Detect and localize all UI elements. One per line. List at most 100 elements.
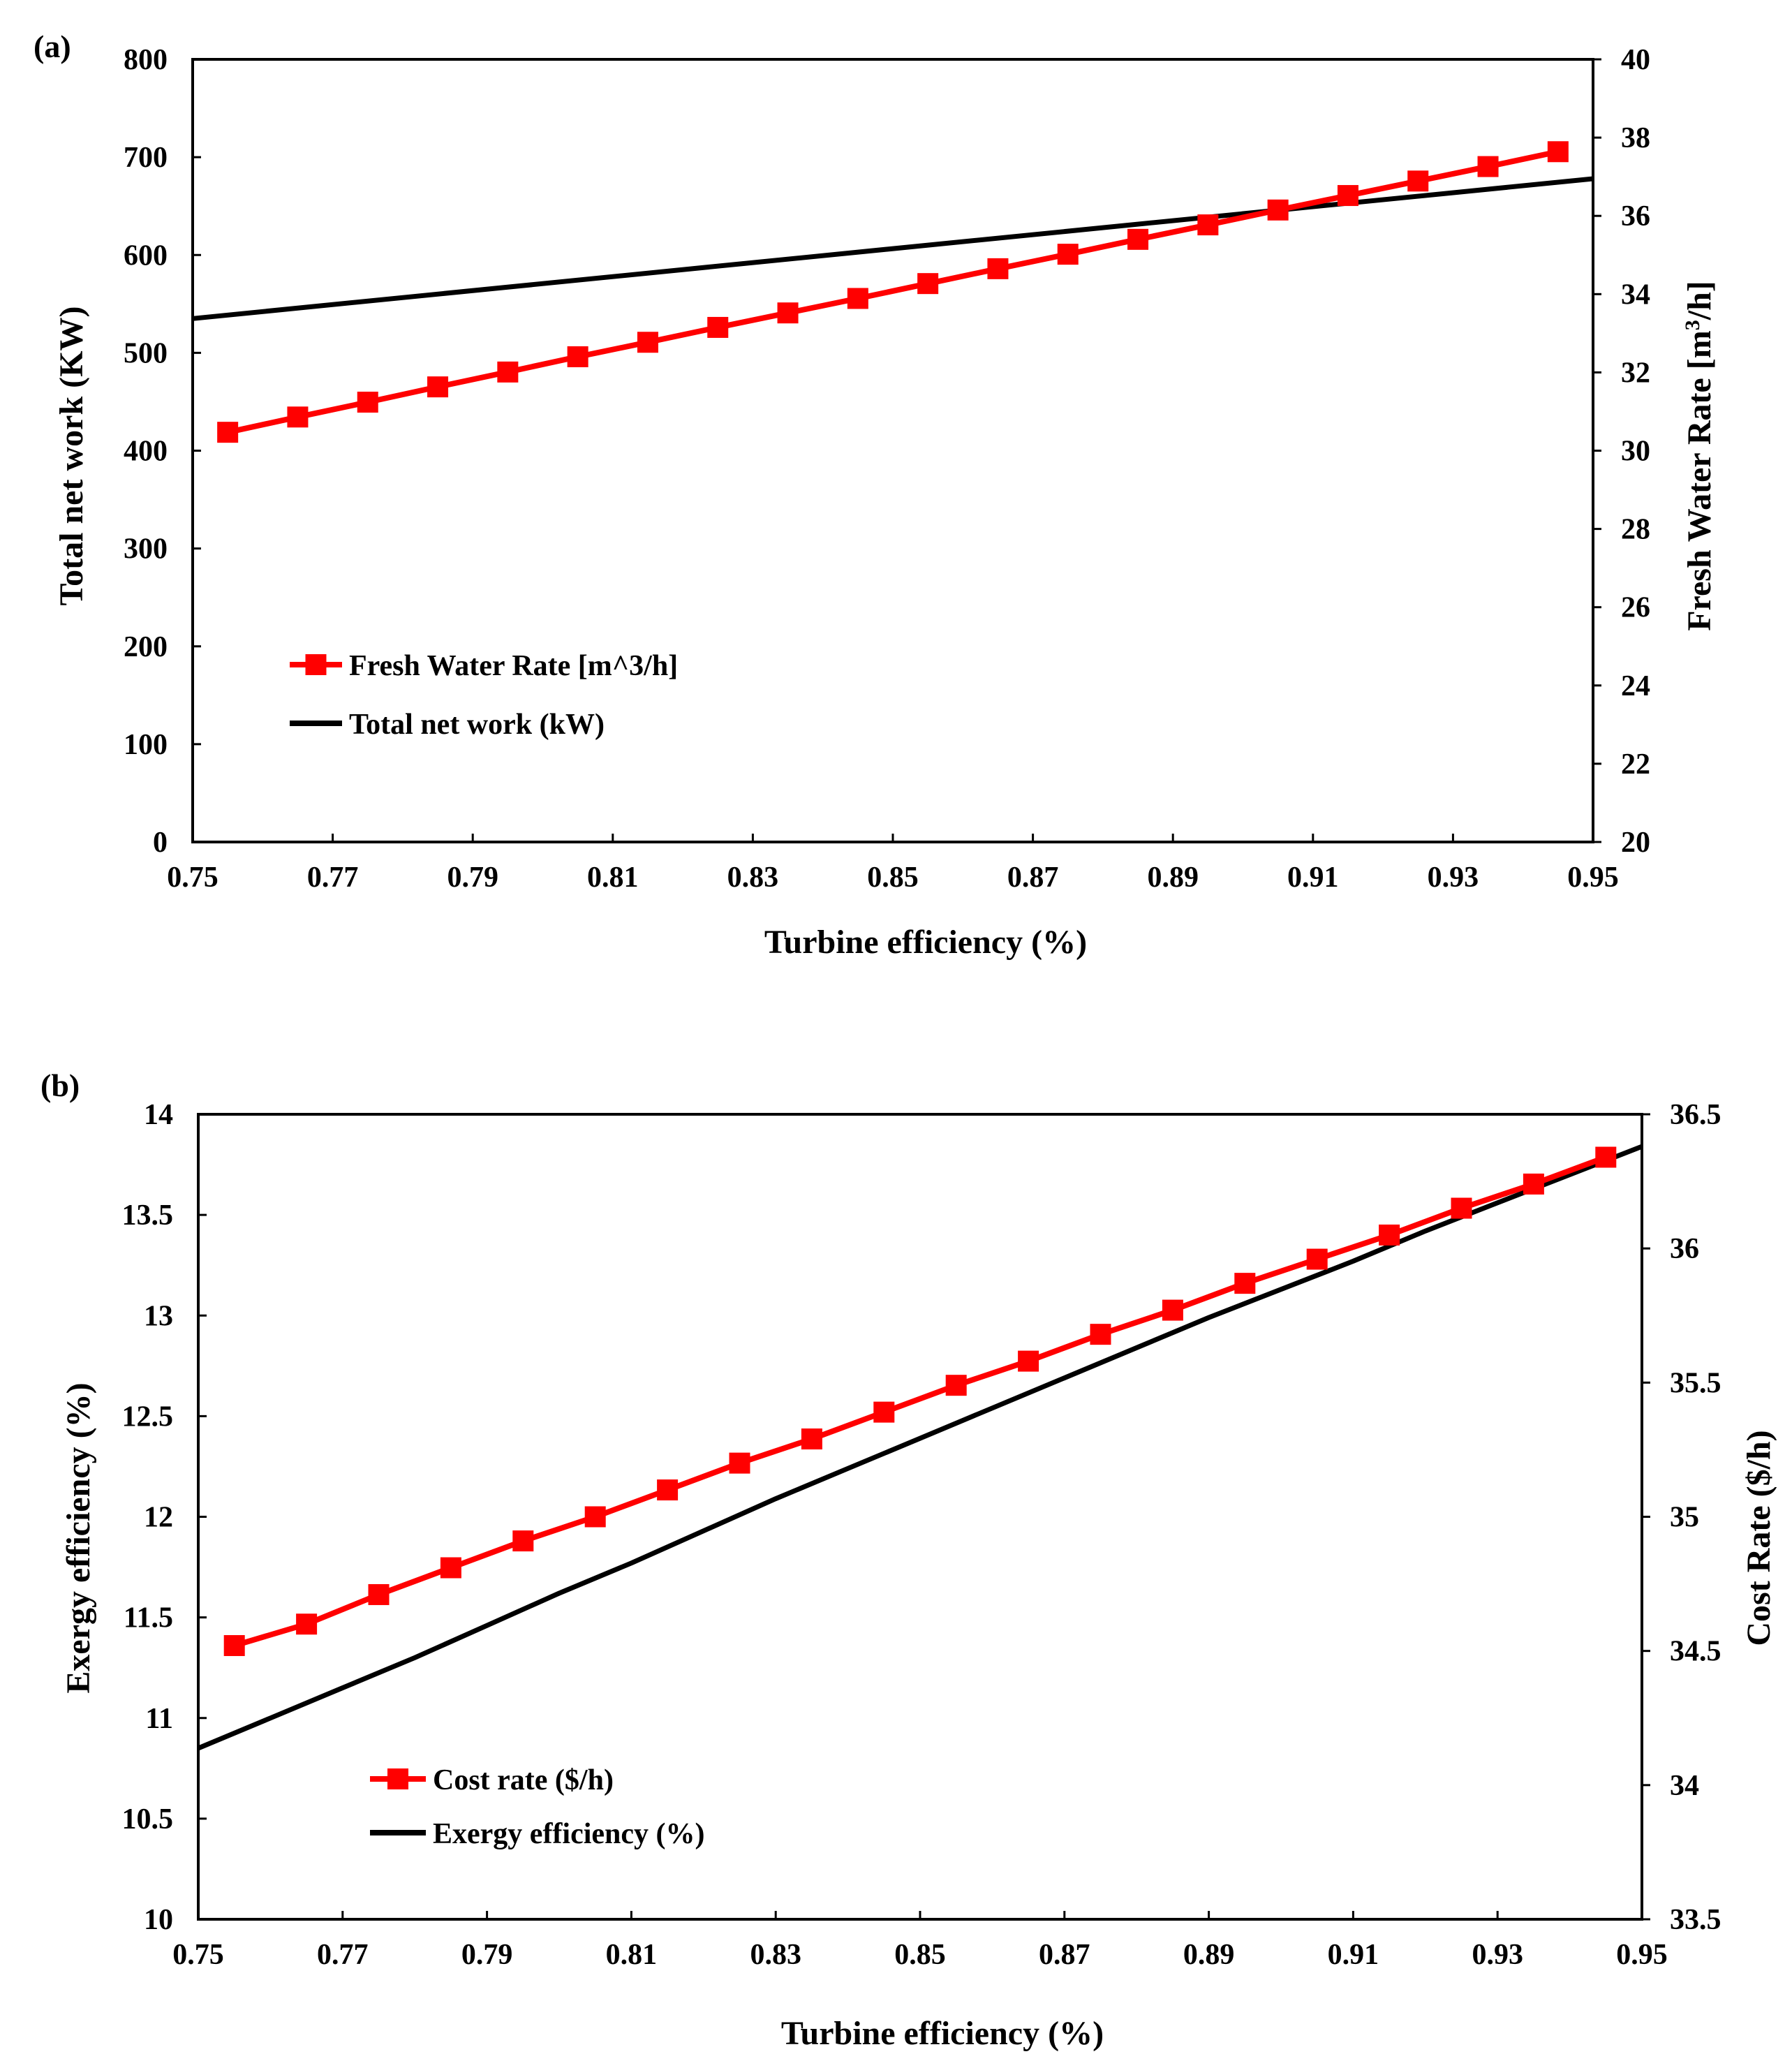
- data-point-marker: [657, 1479, 679, 1501]
- y-left-tick-label: 14: [144, 1099, 173, 1131]
- x-tick-label: 0.95: [1616, 1939, 1668, 1971]
- y-left-tick-label: 600: [124, 239, 168, 272]
- panel-b-label: (b): [40, 1068, 80, 1103]
- data-point-marker: [1595, 1146, 1617, 1168]
- y-right-tick-label: 32: [1621, 357, 1650, 389]
- panel-b: (b) 0.75 0.77 0.79 0.81 0.83 0.85 0.87 0.89 0.91…: [40, 1068, 1777, 2052]
- panel-a-y-axis-label-right: Fresh Water Rate [m3/h]: [1681, 281, 1718, 631]
- data-point-marker: [729, 1452, 750, 1474]
- data-point-marker: [368, 1583, 390, 1605]
- data-point-marker: [847, 288, 868, 309]
- y-right-tick-label: 36: [1621, 200, 1650, 232]
- panel-a-x-axis-label: Turbine efficiency (%): [764, 924, 1087, 961]
- y-right-tick-label: 26: [1621, 592, 1650, 624]
- legend-marker: [387, 1768, 408, 1789]
- series-line-exergy-efficiency: [197, 1144, 1643, 1751]
- x-tick-label: 0.79: [447, 862, 498, 894]
- y-right-tick-label: 34.5: [1670, 1636, 1721, 1668]
- x-tick-label: 0.75: [172, 1939, 224, 1971]
- y-left-tick-label: 700: [124, 142, 168, 174]
- data-point-marker: [1018, 1350, 1039, 1372]
- x-tick-label: 0.95: [1567, 862, 1619, 894]
- x-tick-label: 0.87: [1007, 862, 1059, 894]
- x-tick-label: 0.75: [167, 862, 219, 894]
- x-tick-label: 0.77: [317, 1939, 369, 1971]
- y-right-tick-label: 24: [1621, 670, 1650, 702]
- y-right-tick-label: 22: [1621, 748, 1650, 781]
- data-point-marker: [1090, 1324, 1111, 1345]
- y-left-tick-label: 200: [124, 631, 168, 663]
- panel-a: (a) 0.75 0.77 0.79 0.81 0.83 0.85 0.87 0.89 0.91…: [34, 29, 1718, 961]
- x-tick-label: 0.91: [1287, 862, 1339, 894]
- series-line-fresh-water-rate-m-3-h: [227, 149, 1559, 436]
- y-right-tick-label: 30: [1621, 436, 1650, 468]
- data-point-marker: [567, 346, 588, 367]
- y-right-tick-label: 34: [1670, 1770, 1699, 1802]
- data-point-marker: [707, 316, 729, 338]
- data-point-marker: [873, 1401, 895, 1423]
- panel-a-label: (a): [34, 29, 71, 64]
- data-point-marker: [1379, 1224, 1400, 1246]
- y-right-tick-label: 20: [1621, 827, 1650, 859]
- y-left-tick-label: 300: [124, 533, 168, 566]
- data-point-marker: [223, 1634, 245, 1656]
- legend-label: Cost rate ($/h): [433, 1764, 614, 1796]
- x-tick-label: 0.91: [1328, 1939, 1379, 1971]
- series-line-cost-rate-h: [233, 1154, 1607, 1648]
- legend-label: Fresh Water Rate [m^3/h]: [349, 650, 678, 682]
- data-point-marker: [512, 1530, 534, 1552]
- x-tick-label: 0.83: [750, 1939, 801, 1971]
- x-tick-label: 0.81: [587, 862, 639, 894]
- panel-a-y-axis-label-right-main: Fresh Water Rate [m: [1681, 330, 1718, 631]
- data-point-marker: [497, 361, 519, 383]
- x-tick-label: 0.93: [1472, 1939, 1523, 1971]
- data-point-marker: [440, 1557, 461, 1579]
- data-point-marker: [1234, 1273, 1256, 1294]
- panel-a-plot-area: [191, 58, 1594, 843]
- y-left-tick-label: 10.5: [122, 1803, 174, 1835]
- data-point-marker: [1477, 156, 1499, 177]
- panel-b-legend: Cost rate ($/h) Exergy efficiency (%): [370, 1764, 705, 1850]
- panel-a-y-axis-label-right-sup: 3: [1681, 320, 1704, 330]
- y-right-tick-label: 36.5: [1670, 1099, 1721, 1131]
- data-point-marker: [1267, 199, 1289, 221]
- panel-b-x-axis-label: Turbine efficiency (%): [781, 2015, 1104, 2052]
- x-tick-label: 0.77: [307, 862, 359, 894]
- data-point-marker: [1407, 170, 1429, 192]
- y-left-tick-label: 800: [124, 44, 168, 76]
- data-point-marker: [427, 376, 449, 398]
- y-right-tick-label: 28: [1621, 514, 1650, 546]
- y-left-tick-label: 11: [145, 1703, 173, 1735]
- x-tick-label: 0.87: [1039, 1939, 1090, 1971]
- y-left-tick-label: 100: [124, 729, 168, 761]
- data-point-marker: [1547, 141, 1569, 163]
- panel-b-plot-area: [197, 1113, 1643, 1921]
- x-tick-label: 0.81: [606, 1939, 658, 1971]
- data-point-marker: [584, 1506, 606, 1528]
- data-point-marker: [1197, 214, 1219, 236]
- data-point-marker: [1127, 228, 1149, 250]
- x-tick-label: 0.89: [1183, 1939, 1235, 1971]
- data-point-marker: [296, 1613, 318, 1635]
- y-right-tick-label: 35: [1670, 1502, 1699, 1534]
- data-point-marker: [1306, 1248, 1328, 1270]
- y-left-tick-label: 400: [124, 436, 168, 468]
- panel-b-y-axis-label-left: Exergy efficiency (%): [60, 1382, 97, 1693]
- legend-label: Total net work (kW): [349, 709, 605, 741]
- y-right-tick-label: 34: [1621, 279, 1650, 311]
- panel-b-y-axis-label-right: Cost Rate ($/h): [1740, 1430, 1777, 1646]
- data-point-marker: [945, 1375, 967, 1396]
- y-left-tick-label: 500: [124, 337, 168, 369]
- data-point-marker: [287, 406, 309, 428]
- data-point-marker: [1057, 244, 1079, 265]
- x-tick-label: 0.79: [461, 1939, 513, 1971]
- data-point-marker: [637, 332, 658, 353]
- x-tick-label: 0.85: [867, 862, 919, 894]
- data-point-marker: [1162, 1299, 1183, 1321]
- x-tick-label: 0.85: [894, 1939, 946, 1971]
- data-point-marker: [917, 273, 939, 295]
- y-left-tick-label: 12: [144, 1502, 173, 1534]
- x-tick-label: 0.89: [1147, 862, 1199, 894]
- data-point-marker: [801, 1428, 822, 1450]
